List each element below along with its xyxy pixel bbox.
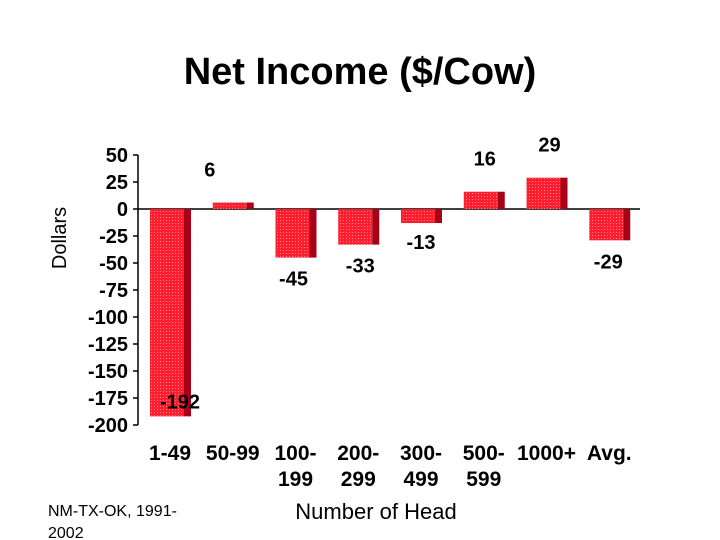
y-tick-label: -175: [88, 388, 128, 410]
category-label: 300-: [400, 442, 442, 465]
bar: [275, 209, 310, 258]
category-label: 199: [278, 468, 313, 491]
chart-title: Net Income ($/Cow): [184, 51, 537, 93]
bar: [150, 209, 184, 417]
data-label: -192: [160, 391, 200, 413]
data-label: -29: [594, 251, 623, 273]
category-label: 50-99: [206, 442, 260, 465]
bar: [463, 191, 498, 209]
bar-side: [372, 209, 380, 245]
y-tick-label: -200: [88, 415, 128, 437]
y-tick-label: -25: [99, 226, 128, 248]
category-label: 1-49: [149, 442, 191, 465]
source-note-line-2: 2002: [48, 525, 84, 540]
category-label: 500-: [463, 442, 505, 465]
data-label: -33: [346, 256, 375, 278]
x-axis-label: Number of Head: [295, 499, 456, 524]
y-axis-label: Dollars: [49, 207, 71, 269]
y-tick-label: -75: [99, 280, 128, 302]
bar-side: [309, 209, 317, 258]
bar-side: [184, 209, 191, 417]
category-label: 1000+: [517, 442, 576, 465]
category-label: Avg.: [587, 442, 632, 465]
data-label: 16: [474, 149, 496, 171]
bar-side: [560, 177, 568, 209]
bar: [212, 202, 247, 209]
y-tick-label: -50: [99, 253, 128, 275]
y-tick-label: -150: [88, 361, 128, 383]
y-tick-label: -100: [88, 307, 128, 329]
bar-side: [246, 202, 254, 209]
y-tick-label: 0: [117, 199, 128, 221]
category-label: 100-: [274, 442, 316, 465]
plot-area: 50 25 0 -25 -50 -75 -100 -125 -150 -175 -200 -192 1-…: [88, 135, 640, 491]
data-label: -13: [407, 232, 436, 254]
bar-side: [497, 191, 505, 209]
data-label: 6: [204, 160, 215, 182]
bar: [338, 209, 373, 245]
y-tick-label: 50: [106, 145, 128, 167]
bar-side: [435, 209, 442, 224]
source-note: NM-TX-OK, 1991- 2002: [48, 503, 181, 540]
category-label: 299: [341, 468, 376, 491]
data-label: -45: [279, 269, 308, 291]
category-label: 499: [403, 468, 438, 491]
category-label: 599: [466, 468, 501, 491]
bar: [589, 209, 624, 241]
source-note-line-1: NM-TX-OK, 1991-: [48, 503, 177, 520]
bar: [526, 177, 561, 209]
y-tick-label: 25: [106, 172, 128, 194]
y-tick-label: -125: [88, 334, 128, 356]
bar: [401, 209, 435, 224]
bar-side: [623, 209, 631, 241]
category-label: 200-: [337, 442, 379, 465]
data-label: 29: [538, 135, 560, 157]
